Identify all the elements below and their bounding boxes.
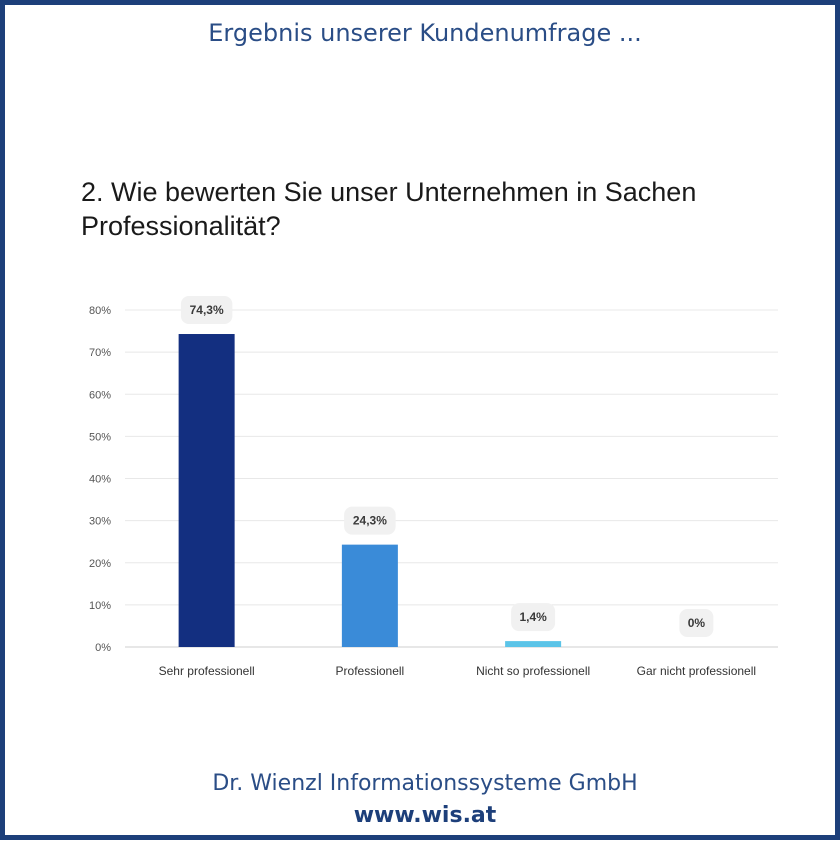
- bar: [341, 544, 398, 647]
- x-category-label: Gar nicht professionell: [637, 664, 756, 678]
- data-label-background: [344, 506, 396, 535]
- data-label: 24,3%: [353, 514, 387, 528]
- y-tick-label: 80%: [89, 305, 111, 317]
- y-tick-label: 10%: [89, 600, 111, 612]
- y-tick-label: 70%: [89, 347, 111, 359]
- y-tick-label: 60%: [89, 389, 111, 401]
- data-label: 74,3%: [190, 303, 224, 317]
- chart-title: 2. Wie bewerten Sie unser Unternehmen in…: [81, 177, 697, 241]
- bar: [505, 641, 562, 647]
- data-label-background: [180, 296, 233, 325]
- data-label: 0%: [688, 616, 706, 630]
- x-category-label: Sehr professionell: [159, 664, 255, 678]
- y-tick-label: 0%: [95, 642, 111, 654]
- y-tick-label: 30%: [89, 516, 111, 528]
- y-tick-label: 20%: [89, 558, 111, 570]
- website-link[interactable]: www.wis.at: [353, 803, 497, 828]
- y-tick-label: 50%: [89, 431, 111, 443]
- x-category-label: Nicht so professionell: [476, 664, 590, 678]
- data-label: 1,4%: [519, 610, 547, 624]
- y-tick-label: 40%: [89, 474, 111, 486]
- page-title: Ergebnis unserer Kundenumfrage ...: [208, 19, 642, 47]
- data-label-background: [679, 609, 714, 637]
- data-label-background: [511, 603, 556, 632]
- bar-chart: 0% 10% 20% 30% 40% 50% 60% 70% 80% 74,3% Sehr prof…: [89, 296, 778, 678]
- company-name: Dr. Wienzl Informationssysteme GmbH: [212, 771, 638, 796]
- bar: [178, 334, 235, 647]
- x-category-label: Professionell: [336, 664, 405, 678]
